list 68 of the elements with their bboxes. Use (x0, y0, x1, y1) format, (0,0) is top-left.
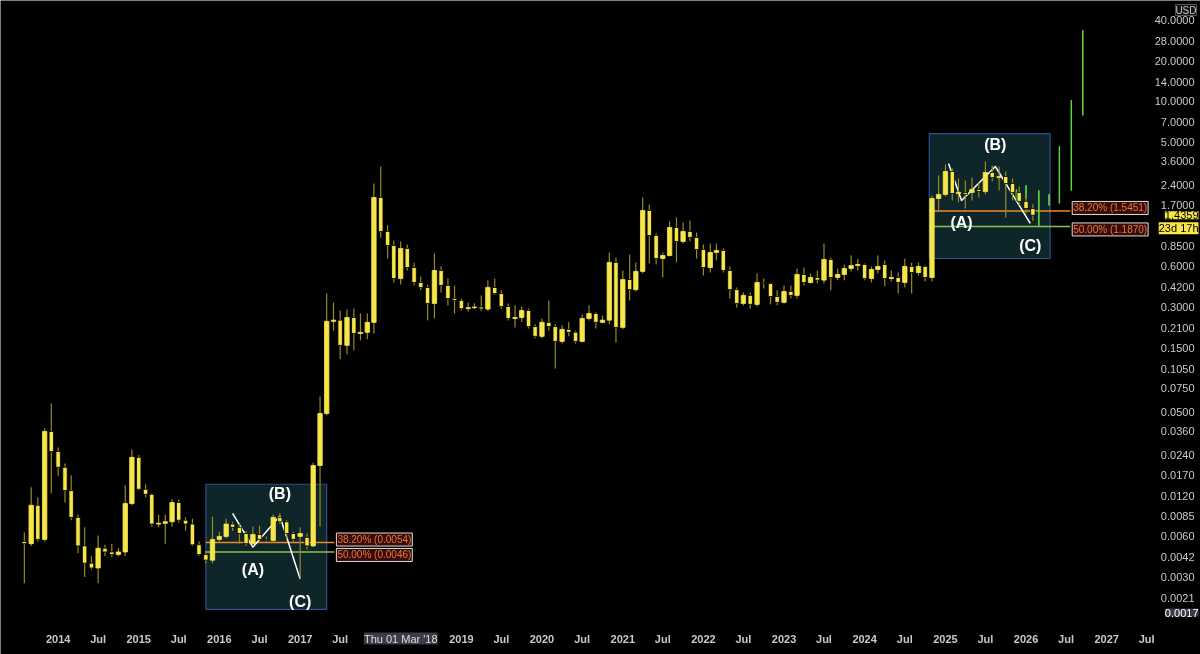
x-tick-label: 2025 (933, 632, 958, 645)
annotation: 50.00% (0.0046) (337, 549, 412, 561)
annotation: 1.4359 (1164, 209, 1199, 222)
y-tick-label: 14.0000 (1154, 75, 1195, 88)
annotation: (C) (1019, 236, 1042, 254)
y-tick-label: 0.1500 (1160, 341, 1195, 354)
annotation: (A) (241, 560, 265, 578)
x-tick-label: 2020 (529, 632, 555, 645)
annotation: 0.0017 (1164, 606, 1199, 619)
y-tick-label: 20.0000 (1154, 54, 1195, 67)
y-tick-label: 0.0240 (1160, 449, 1195, 462)
y-tick-label: 7.0000 (1160, 116, 1195, 129)
y-tick-label: 3.6000 (1160, 155, 1195, 168)
y-tick-label: 5.0000 (1160, 136, 1195, 149)
x-tick-label: Jul (1058, 632, 1074, 645)
y-tick-label: 0.0750 (1160, 382, 1195, 395)
x-tick-label: Jul (574, 632, 591, 645)
y-tick-label: 0.0120 (1160, 489, 1195, 502)
x-tick-label: Jul (90, 632, 107, 645)
y-tick-label: 0.4200 (1160, 281, 1195, 294)
x-tick-label: Jul (251, 632, 268, 645)
x-tick-label: 2023 (771, 632, 797, 645)
y-tick-label: 0.0042 (1160, 551, 1195, 564)
x-tick-label: Jul (1138, 632, 1155, 645)
x-tick-label: 2015 (126, 632, 151, 645)
y-tick-label: 0.1050 (1160, 362, 1195, 375)
annotation: 50.00% (1.1870) (1073, 223, 1148, 235)
x-tick-label: Jul (896, 632, 913, 645)
y-tick-label: 0.0021 (1160, 591, 1195, 604)
annotation: (B) (268, 485, 291, 503)
x-tick-label: 2026 (1013, 632, 1039, 645)
x-tick-label: Jul (654, 632, 671, 645)
annotation: Thu 01 Mar '18 (363, 632, 438, 645)
x-tick-label: 2016 (207, 632, 232, 645)
y-tick-label: 0.0085 (1160, 509, 1195, 522)
x-tick-label: 2022 (691, 632, 716, 645)
y-tick-label: 2.4000 (1160, 179, 1195, 192)
x-tick-label: 2019 (449, 632, 474, 645)
y-tick-label: 0.8500 (1160, 240, 1195, 252)
x-tick-label: Jul (816, 632, 832, 645)
y-axis-title: USD (1175, 4, 1197, 16)
y-tick-label: 28.0000 (1154, 35, 1195, 48)
y-tick-label: 0.0170 (1160, 469, 1195, 482)
y-tick-label: 1.7000 (1160, 199, 1195, 212)
y-tick-label: 0.3000 (1160, 301, 1195, 314)
x-tick-label: 2027 (1094, 632, 1119, 645)
y-tick-label: 0.0500 (1160, 406, 1195, 419)
y-tick-label: 10.0000 (1154, 95, 1195, 108)
annotation: 38.20% (0.0054) (337, 534, 412, 546)
y-tick-label: 0.0030 (1160, 571, 1195, 584)
y-tick-label: 40.0000 (1154, 14, 1195, 27)
x-tick-label: 2021 (610, 632, 636, 645)
x-tick-label: Jul (332, 632, 349, 645)
x-tick-label: 2017 (287, 632, 313, 645)
x-tick-label: 2024 (852, 632, 878, 645)
x-tick-label: Jul (493, 632, 510, 645)
annotation: (B) (984, 135, 1007, 153)
y-tick-label: 0.0060 (1160, 530, 1195, 543)
annotation: 38.20% (1.5451) (1073, 202, 1148, 214)
x-tick-label: Jul (170, 632, 187, 645)
x-tick-label: Jul (735, 632, 752, 645)
annotation: 23d 17h (1158, 222, 1199, 235)
annotation: (C) (289, 592, 312, 610)
y-tick-label: 0.0360 (1160, 425, 1195, 438)
y-tick-label: 0.2100 (1160, 321, 1195, 334)
y-tick-label: 0.6000 (1160, 260, 1195, 273)
x-tick-label: Jul (977, 632, 994, 645)
x-tick-label: 2014 (45, 632, 72, 645)
